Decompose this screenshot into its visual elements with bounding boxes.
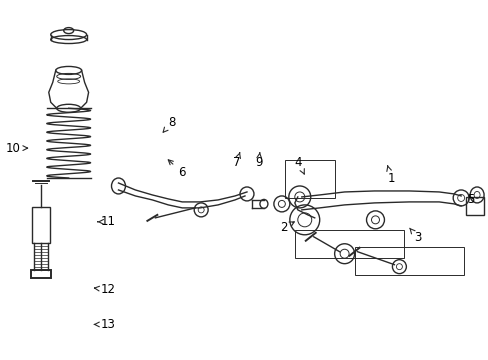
Bar <box>285 160 334 198</box>
Text: 6: 6 <box>168 160 185 179</box>
Text: 11: 11 <box>98 215 115 228</box>
Text: 4: 4 <box>294 156 304 174</box>
Text: 2: 2 <box>279 221 294 234</box>
Text: 13: 13 <box>94 318 115 331</box>
Bar <box>294 230 404 258</box>
Text: 8: 8 <box>163 116 175 132</box>
Text: 5: 5 <box>466 193 473 206</box>
Bar <box>31 270 51 278</box>
Text: 10: 10 <box>6 141 27 155</box>
Text: 12: 12 <box>94 283 115 296</box>
Bar <box>465 197 483 215</box>
Bar <box>32 207 50 243</box>
Text: 7: 7 <box>233 153 240 168</box>
Text: 9: 9 <box>254 153 262 168</box>
Text: 1: 1 <box>386 166 394 185</box>
Text: 3: 3 <box>409 228 421 244</box>
Bar <box>354 247 463 275</box>
